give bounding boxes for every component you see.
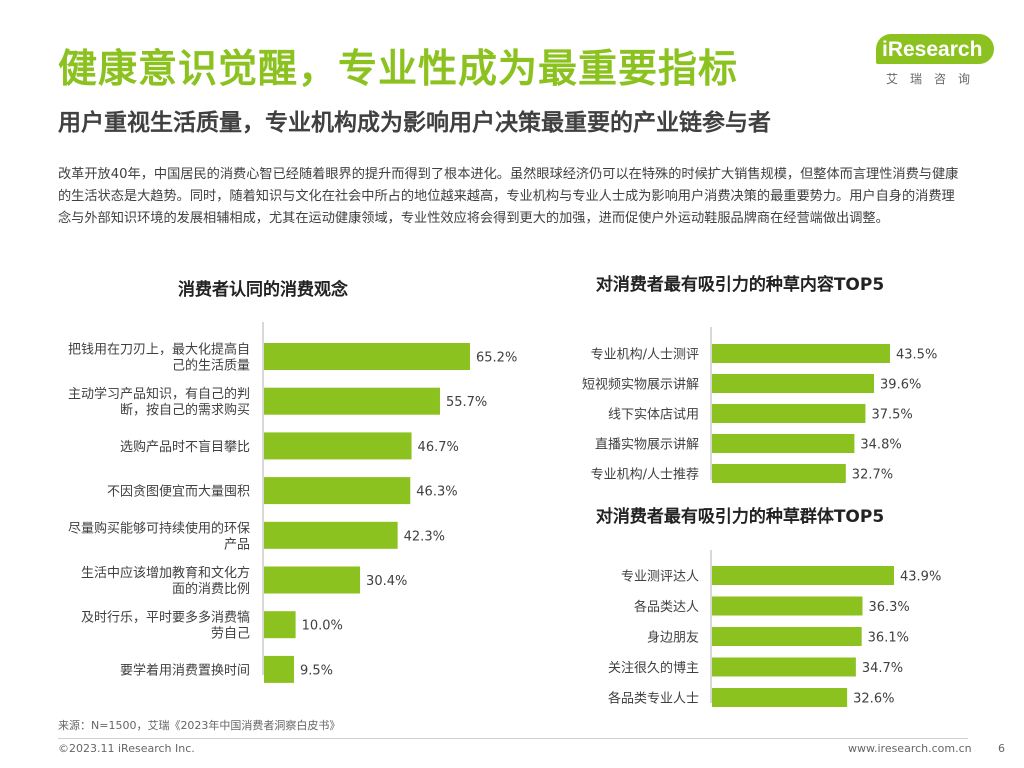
chart3-bar-1	[712, 566, 894, 585]
logo-word: iResearch	[882, 38, 983, 61]
chart1-bar-5	[264, 521, 398, 549]
chart1-category-label-7-line2: 劳自己	[211, 626, 250, 642]
chart1-value-label-6: 30.4%	[366, 574, 407, 589]
chart1-category-label-4: 不因贪图便宜而大量囤积	[107, 485, 250, 500]
chart2-value-label-2: 39.6%	[880, 378, 921, 393]
chart2-category-label-1: 专业机构/人士测评	[591, 348, 699, 363]
chart1-category-label-2-line2: 断，按自己的需求购买	[120, 402, 250, 418]
chart2-bar-4	[712, 434, 855, 453]
page-title: 健康意识觉醒，专业性成为最重要指标	[58, 47, 739, 92]
chart3-category-label-2: 各品类达人	[634, 599, 699, 615]
chart3-category-label-3: 身边朋友	[647, 630, 699, 646]
chart3-category-label-4: 关注很久的博主	[608, 660, 699, 676]
chart1-category-label-8: 要学着用消费置换时间	[120, 662, 250, 678]
chart1-bar-6	[264, 566, 361, 594]
chart3-bar-3	[712, 627, 862, 646]
chart1-bar-4	[264, 477, 411, 505]
chart3-value-label-4: 34.7%	[862, 661, 903, 676]
chart2-value-label-1: 43.5%	[896, 348, 937, 363]
chart1-category-label-3: 选购产品时不盲目攀比	[120, 439, 250, 455]
chart1-bar-2	[264, 387, 440, 415]
chart1-value-label-5: 42.3%	[404, 529, 445, 544]
chart3-category-label-5: 各品类专业人士	[608, 691, 699, 707]
chart1-category-label-2-line1: 主动学习产品知识，有自己的判	[68, 386, 250, 402]
chart1-category-label-1-line1: 把钱用在刀刃上，最大化提高自	[68, 342, 250, 358]
chart1-bar-3	[264, 432, 412, 460]
chart1-bar-7	[264, 611, 296, 639]
chart1-bar-8	[264, 655, 295, 683]
chart1-value-label-7: 10.0%	[302, 619, 343, 634]
chart1-value-label-2: 55.7%	[446, 395, 487, 410]
chart1-category-label-1-line2: 己的生活质量	[172, 358, 250, 374]
logo-bubble-shape	[876, 34, 994, 64]
chart2-value-label-5: 32.7%	[852, 468, 893, 483]
intro-paragraph: 改革开放40年，中国居民的消费心智已经随着眼界的提升而得到了根本进化。虽然眼球经…	[58, 167, 959, 226]
chart2-value-label-4: 34.8%	[860, 438, 901, 453]
website-url: www.iresearch.com.cn	[848, 742, 972, 755]
logo-chinese: 艾瑞咨询	[886, 72, 983, 86]
chart1-value-label-1: 65.2%	[476, 351, 517, 366]
source-note: 来源：N=1500，艾瑞《2023年中国消费者洞察白皮书》	[58, 719, 341, 732]
chart1-category-label-5-line1: 尽量购买能够可持续使用的环保	[68, 520, 250, 536]
chart3-value-label-1: 43.9%	[900, 570, 941, 585]
chart3-value-label-2: 36.3%	[868, 600, 909, 615]
chart2-title: 对消费者最有吸引力的种草内容TOP5	[596, 274, 884, 295]
chart2-category-label-5: 专业机构/人士推荐	[591, 468, 699, 483]
chart3-category-label-1: 专业测评达人	[621, 570, 699, 585]
iresearch-logo: iResearch 艾瑞咨询	[876, 28, 996, 92]
chart1-title: 消费者认同的消费观念	[178, 279, 348, 300]
footer-divider	[58, 738, 968, 739]
chart3-value-label-5: 32.6%	[853, 692, 894, 707]
chart2-category-label-4: 直播实物展示讲解	[595, 438, 699, 453]
chart2-category-label-3: 线下实体店试用	[608, 408, 699, 423]
chart1-category-label-6-line2: 面的消费比例	[172, 581, 250, 597]
chart1-category-label-6-line1: 生活中应该增加教育和文化方	[81, 565, 250, 581]
chart1-value-label-8: 9.5%	[300, 663, 333, 678]
chart1-value-label-4: 46.3%	[416, 485, 457, 500]
copyright: ©2023.11 iResearch Inc.	[58, 742, 195, 755]
chart3-bar-4	[712, 657, 856, 677]
chart3-bar-5	[712, 688, 848, 707]
chart1-bar-1	[264, 343, 470, 370]
chart3-title: 对消费者最有吸引力的种草群体TOP5	[596, 506, 884, 527]
chart3-value-label-3: 36.1%	[868, 631, 909, 646]
chart3-bar-2	[712, 596, 863, 616]
chart2-bar-2	[712, 374, 875, 393]
chart2-bar-3	[712, 404, 866, 423]
chart2-bar-1	[712, 344, 890, 363]
page-subtitle: 用户重视生活质量，专业机构成为影响用户决策最重要的产业链参与者	[58, 110, 771, 136]
chart1-category-label-5-line2: 产品	[224, 537, 250, 552]
chart2-bar-5	[712, 464, 846, 483]
chart2-category-label-2: 短视频实物展示讲解	[582, 378, 699, 393]
chart1-category-label-7-line1: 及时行乐，平时要多多消费犒	[81, 610, 250, 626]
page-number: 6	[998, 742, 1005, 755]
chart1-value-label-3: 46.7%	[418, 440, 459, 455]
chart2-value-label-3: 37.5%	[871, 408, 912, 423]
